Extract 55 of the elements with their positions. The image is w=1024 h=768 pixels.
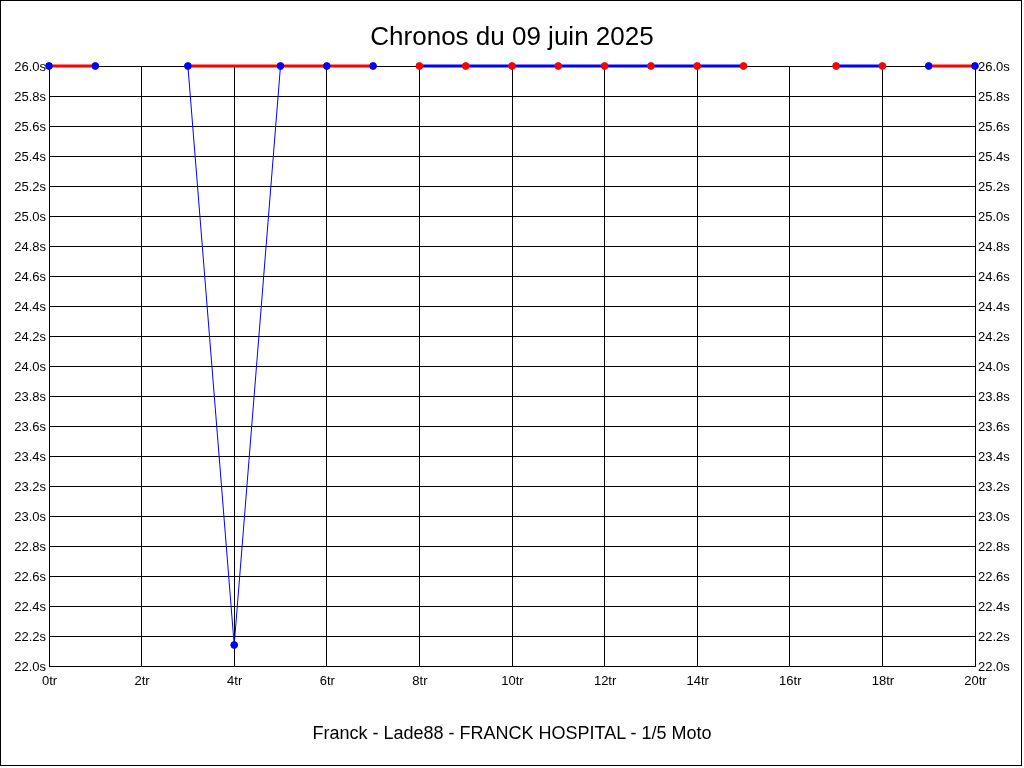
y-tick-label: 24.8s <box>14 238 47 254</box>
y-tick-label: 24.6s <box>14 268 47 284</box>
y2-tick-label: 24.4s <box>978 298 1011 314</box>
y2-tick-label: 25.0s <box>978 208 1011 224</box>
y-tick-label: 24.0s <box>14 358 47 374</box>
y2-tick-label: 23.0s <box>978 508 1011 524</box>
y2-tick-label: 23.4s <box>978 448 1011 464</box>
y2-tick-label: 23.8s <box>978 388 1011 404</box>
y-tick-label: 25.4s <box>14 148 47 164</box>
x-tick-label: 10tr <box>501 673 525 689</box>
y-tick-label: 24.2s <box>14 328 47 344</box>
y2-tick-label: 25.4s <box>978 148 1011 164</box>
y-tick-label: 23.6s <box>14 418 47 434</box>
y-tick-label: 25.0s <box>14 208 47 224</box>
x-tick-label: 4tr <box>227 673 243 689</box>
y-tick-label: 22.8s <box>14 538 47 554</box>
y2-tick-label: 25.8s <box>978 88 1011 104</box>
y2-tick-label: 24.8s <box>978 238 1011 254</box>
y-tick-label: 25.2s <box>14 178 47 194</box>
x-tick-label: 2tr <box>134 673 151 689</box>
y2-tick-label: 24.0s <box>978 358 1011 374</box>
y-tick-label: 24.4s <box>14 298 47 314</box>
y-tick-label: 23.2s <box>14 478 47 494</box>
x-tick-label: 8tr <box>412 673 429 689</box>
y2-tick-label: 24.6s <box>978 268 1011 284</box>
y-tick-label: 25.6s <box>14 118 47 134</box>
y2-tick-label: 25.2s <box>978 178 1011 194</box>
x-tick-label: 20tr <box>964 673 988 689</box>
y-tick-label: 23.0s <box>14 508 47 524</box>
x-tick-label: 18tr <box>871 673 895 689</box>
y-tick-label: 22.0s <box>14 658 47 674</box>
y-tick-label: 26.0s <box>14 58 47 74</box>
y2-tick-label: 23.2s <box>978 478 1011 494</box>
y-tick-label: 22.6s <box>14 568 47 584</box>
x-tick-label: 0tr <box>41 673 58 689</box>
x-tick-label: 14tr <box>686 673 710 689</box>
y-tick-label: 23.4s <box>14 448 47 464</box>
y-tick-label: 22.4s <box>14 598 47 614</box>
x-tick-label: 6tr <box>319 673 336 689</box>
y2-tick-label: 26.0s <box>978 58 1011 74</box>
x-tick-label: 12tr <box>593 673 617 689</box>
y-tick-label: 23.8s <box>14 388 47 404</box>
y2-tick-label: 24.2s <box>978 328 1011 344</box>
y2-tick-label: 22.6s <box>978 568 1011 584</box>
x-tick-label: 16tr <box>779 673 803 689</box>
y2-tick-label: 22.2s <box>978 628 1011 644</box>
y2-tick-label: 25.6s <box>978 118 1011 134</box>
y2-tick-label: 22.0s <box>978 658 1011 674</box>
x-axis-title: Franck - Lade88 - FRANCK HOSPITAL - 1/5 Moto <box>312 723 712 743</box>
y2-tick-label: 23.6s <box>978 418 1011 434</box>
y-tick-label: 22.2s <box>14 628 47 644</box>
y-tick-label: 25.8s <box>14 88 47 104</box>
y2-tick-label: 22.8s <box>978 538 1011 554</box>
chart-title: Chronos du 09 juin 2025 <box>370 21 654 51</box>
y2-tick-label: 22.4s <box>978 598 1011 614</box>
